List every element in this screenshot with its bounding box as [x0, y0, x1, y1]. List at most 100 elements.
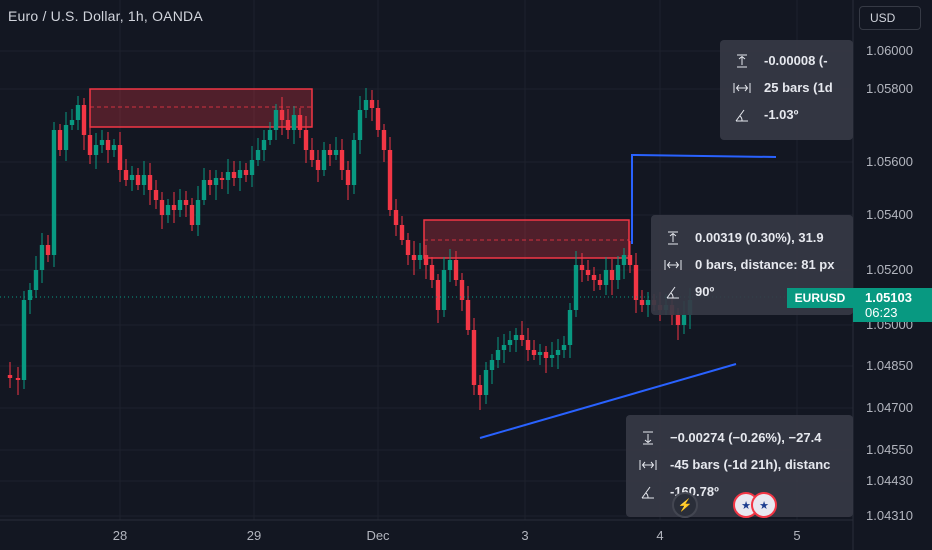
candle-body	[63, 125, 69, 150]
time-tick-label: 4	[656, 528, 663, 543]
time-axis[interactable]: 28 29 Dec 3 4 5	[113, 528, 801, 543]
candle-body	[195, 200, 201, 225]
symbol-price-tag: EURUSD	[787, 288, 853, 308]
candle-body	[273, 110, 279, 130]
candle-body	[75, 105, 81, 120]
candle-body	[561, 345, 567, 350]
candle-body	[177, 200, 183, 210]
candle-body	[327, 150, 333, 155]
candle-body	[171, 205, 177, 210]
currency-button[interactable]: USD	[859, 6, 921, 30]
candle-body	[483, 370, 489, 395]
price-tick-label: 1.04430	[866, 473, 913, 488]
candle-body	[117, 145, 123, 170]
candle-body	[315, 160, 321, 170]
candle-body	[7, 375, 13, 378]
candle-body	[585, 270, 591, 275]
price-change-text: -0.00008 (-	[764, 53, 828, 68]
candle-body	[285, 120, 291, 130]
candle-body	[591, 275, 597, 280]
candle-body	[135, 175, 141, 185]
candle-body	[351, 140, 357, 185]
angle-text: -1.03º	[764, 107, 799, 122]
candle-body	[303, 130, 309, 150]
resistance-zone-1[interactable]	[89, 88, 313, 128]
candle-body	[573, 265, 579, 310]
candle-body	[183, 200, 189, 205]
bars-range-icon	[626, 458, 670, 472]
candle-body	[441, 270, 447, 310]
candle-body	[519, 335, 525, 340]
candle-body	[363, 100, 369, 110]
candle-body	[147, 175, 153, 190]
candle-body	[219, 178, 225, 180]
candle-body	[45, 245, 51, 255]
candle-body	[207, 180, 213, 185]
candle-body	[369, 100, 375, 108]
candle-body	[51, 130, 57, 255]
candle-body	[471, 330, 477, 385]
us-flag-icon[interactable]: ★	[751, 492, 777, 518]
resistance-zone-2[interactable]	[423, 219, 630, 259]
rising-trendline[interactable]	[479, 363, 737, 439]
candle-body	[609, 270, 615, 280]
candle-body	[525, 340, 531, 350]
candle-body	[159, 200, 165, 215]
candle-body	[201, 180, 207, 200]
price-range-icon	[720, 54, 764, 68]
price-range-icon	[626, 431, 670, 445]
candle-body	[237, 170, 243, 178]
measure-tooltip-3: −0.00274 (−0.26%), −27.4 -45 bars (-1d 2…	[626, 415, 853, 517]
time-tick-label: 3	[521, 528, 528, 543]
price-tick-label: 1.04550	[866, 442, 913, 457]
candle-body	[291, 115, 297, 130]
price-tick-label: 1.05800	[866, 81, 913, 96]
candle-body	[639, 300, 645, 305]
candle-body	[393, 210, 399, 225]
candle-body	[495, 350, 501, 360]
candle-body	[93, 145, 99, 155]
candle-body	[81, 105, 87, 135]
candle-body	[507, 340, 513, 345]
price-axis[interactable]: 1.060001.058001.056001.054001.052001.050…	[866, 43, 913, 523]
bars-count-text: 25 bars (1d	[764, 80, 833, 95]
candle-body	[627, 255, 633, 265]
candle-body	[567, 310, 573, 345]
price-change-text: −0.00274 (−0.26%), −27.4	[670, 430, 822, 445]
lightning-icon[interactable]: ⚡	[672, 492, 698, 518]
candle-body	[69, 120, 75, 125]
candle-body	[621, 255, 627, 265]
candle-body	[261, 140, 267, 150]
candle-body	[225, 172, 231, 180]
candle-body	[435, 280, 441, 310]
candle-body	[33, 270, 39, 290]
candle-body	[399, 225, 405, 240]
candle-body	[417, 255, 423, 260]
bars-count-text: 0 bars, distance: 81 px	[695, 257, 835, 272]
price-tick-label: 1.04700	[866, 400, 913, 415]
price-tick-label: 1.04310	[866, 508, 913, 523]
bars-count-text: -45 bars (-1d 21h), distanc	[670, 457, 831, 472]
last-price-value: 1.05103	[865, 290, 912, 305]
candle-body	[537, 352, 543, 355]
candle-body	[87, 135, 93, 155]
candle-body	[453, 260, 459, 280]
time-tick-label: Dec	[366, 528, 390, 543]
bars-range-icon	[651, 258, 695, 272]
candle-body	[165, 205, 171, 215]
candle-body	[381, 130, 387, 150]
candle-body	[129, 175, 135, 180]
candle-body	[105, 140, 111, 150]
candle-body	[333, 150, 339, 155]
candle-body	[153, 190, 159, 200]
candle-body	[189, 205, 195, 225]
candle-body	[15, 378, 21, 380]
price-tick-label: 1.06000	[866, 43, 913, 58]
candle-body	[27, 290, 33, 300]
candle-body	[543, 352, 549, 358]
price-tick-label: 1.05600	[866, 154, 913, 169]
candle-body	[57, 130, 63, 150]
candle-body	[111, 145, 117, 150]
candle-body	[405, 240, 411, 255]
horizontal-ray-line[interactable]	[631, 153, 777, 244]
